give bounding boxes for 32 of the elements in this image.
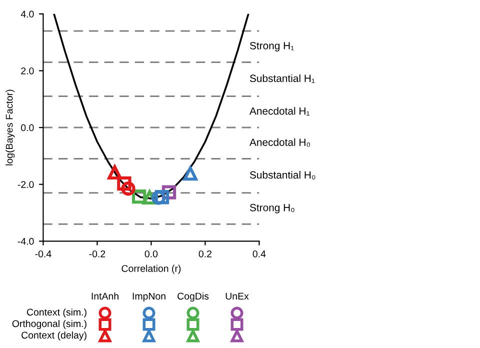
- y-axis-title: log(Bayes Factor): [6, 90, 15, 166]
- y-tick-label: 0.0: [21, 124, 34, 132]
- x-tick-label: 0.4: [252, 250, 266, 258]
- x-tick-label: -0.4: [35, 250, 52, 258]
- x-tick-label: 0.2: [198, 250, 212, 258]
- point: [117, 176, 132, 191]
- text: Orthogonal (sim.): [12, 320, 86, 330]
- x-tick-label: -0.2: [89, 250, 106, 258]
- annotation: Strong H₀: [250, 204, 294, 214]
- text: ImpNon: [132, 292, 166, 302]
- y-tick-label: 2.0: [21, 67, 34, 74]
- text: IntAnh: [92, 292, 118, 300]
- y-tick-label: -2.0: [18, 181, 34, 188]
- annotation: Anecdotal H₀: [250, 138, 310, 147]
- point: [154, 190, 170, 204]
- point: [183, 166, 198, 181]
- annotation: Substantial H₁: [250, 74, 315, 83]
- x-axis-title: Correlation (r): [122, 264, 181, 274]
- x-tick-label: 0.0: [144, 250, 158, 258]
- annotation: Anecdotal H₁: [250, 107, 310, 116]
- y-tick-label: 4.0: [20, 10, 34, 18]
- text: Context (delay): [22, 331, 86, 341]
- y-tick-label: -4.0: [18, 238, 34, 245]
- point: [121, 182, 136, 196]
- text: CogDis: [178, 292, 209, 302]
- annotation: Strong H₁: [250, 42, 294, 52]
- text: UnEx: [226, 292, 249, 300]
- text: Context (sim.): [26, 308, 86, 318]
- annotation: Substantial H₀: [250, 170, 316, 180]
- point: [108, 165, 122, 180]
- point: [132, 189, 146, 204]
- point: [151, 190, 166, 205]
